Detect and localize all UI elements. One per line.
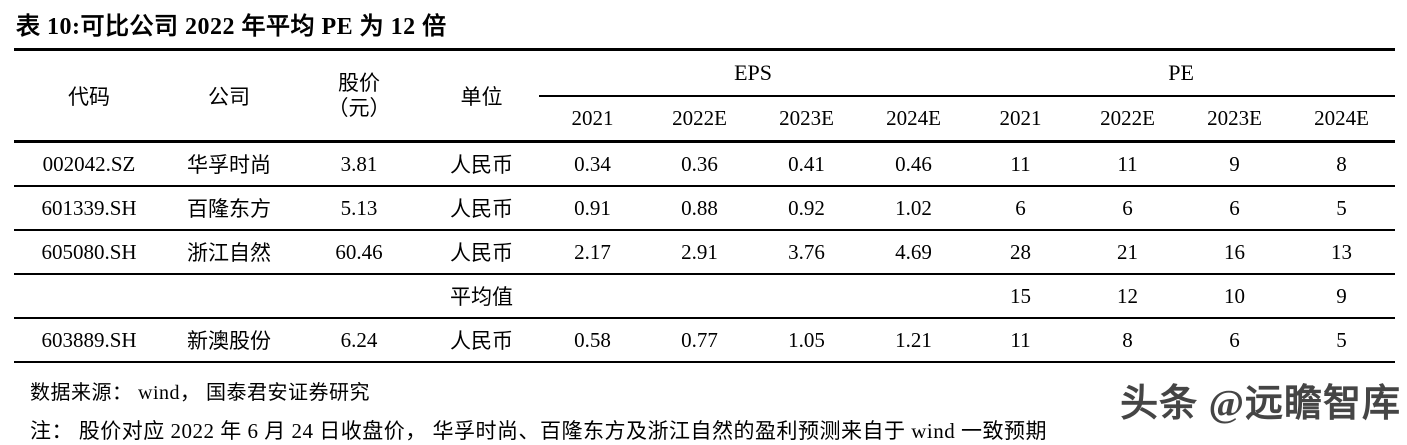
col-header-pe-2024e: 2024E xyxy=(1288,96,1396,143)
cell-avg-pe-2024e: 9 xyxy=(1288,274,1396,319)
cell-eps-2021: 0.91 xyxy=(539,186,646,231)
cell-eps-2024e: 1.02 xyxy=(860,186,968,231)
data-source-text: 数据来源： wind， 国泰君安证券研究 xyxy=(30,382,370,404)
cell-eps-empty xyxy=(646,274,753,319)
cell-company-empty xyxy=(164,274,294,319)
cell-eps-2024e: 1.21 xyxy=(860,318,968,363)
cell-code: 603889.SH xyxy=(14,318,164,363)
col-group-eps: EPS xyxy=(539,51,968,97)
col-header-eps-2023e: 2023E xyxy=(753,96,860,143)
cell-eps-empty xyxy=(860,274,968,319)
col-header-pe-2022e: 2022E xyxy=(1074,96,1182,143)
col-header-price-line2: （元） xyxy=(327,95,391,120)
cell-pe-2022e: 6 xyxy=(1074,186,1182,231)
cell-pe-2021: 6 xyxy=(967,186,1075,231)
average-label: 平均值 xyxy=(424,274,539,319)
col-header-eps-2021: 2021 xyxy=(539,96,646,143)
col-header-pe-2023e: 2023E xyxy=(1181,96,1289,143)
col-header-code: 代码 xyxy=(14,51,164,143)
cell-pe-2024e: 13 xyxy=(1288,230,1396,275)
cell-code: 601339.SH xyxy=(14,186,164,231)
table-title: 表 10:可比公司 2022 年平均 PE 为 12 倍 xyxy=(14,0,1395,51)
cell-eps-2021: 0.34 xyxy=(539,141,646,187)
cell-avg-pe-2021: 15 xyxy=(967,274,1075,319)
average-row: 平均值 15 12 10 9 xyxy=(14,274,1396,319)
cell-price: 60.46 xyxy=(294,230,424,275)
col-header-unit: 单位 xyxy=(424,51,539,143)
cell-company: 华孚时尚 xyxy=(164,141,294,187)
cell-eps-2021: 0.58 xyxy=(539,318,646,363)
cell-pe-2024e: 8 xyxy=(1288,141,1396,187)
col-header-price: 股价 （元） xyxy=(294,51,424,143)
cell-eps-2024e: 0.46 xyxy=(860,141,968,187)
cell-avg-pe-2023e: 10 xyxy=(1181,274,1289,319)
table-year-header-row: 2021 2022E 2023E 2024E 2021 2022E 2023E … xyxy=(14,96,1396,143)
cell-eps-2022e: 0.36 xyxy=(646,141,753,187)
cell-pe-2022e: 21 xyxy=(1074,230,1182,275)
cell-eps-2023e: 0.41 xyxy=(753,141,860,187)
cell-company: 百隆东方 xyxy=(164,186,294,231)
col-header-pe-2021: 2021 xyxy=(967,96,1075,143)
cell-pe-2023e: 6 xyxy=(1181,318,1289,363)
cell-code: 002042.SZ xyxy=(14,141,164,187)
col-header-company: 公司 xyxy=(164,51,294,143)
cell-pe-2021: 11 xyxy=(967,318,1075,363)
col-header-price-line1: 股价 xyxy=(338,71,380,96)
cell-eps-2022e: 0.77 xyxy=(646,318,753,363)
cell-unit: 人民币 xyxy=(424,141,539,187)
cell-price-empty xyxy=(294,274,424,319)
cell-pe-2021: 11 xyxy=(967,141,1075,187)
comparable-companies-table: 代码 公司 股价 （元） 单位 EPS PE 2021 2022E 2023E … xyxy=(14,51,1396,363)
cell-pe-2024e: 5 xyxy=(1288,318,1396,363)
cell-eps-2022e: 0.88 xyxy=(646,186,753,231)
cell-unit: 人民币 xyxy=(424,186,539,231)
cell-pe-2022e: 8 xyxy=(1074,318,1182,363)
cell-eps-2023e: 3.76 xyxy=(753,230,860,275)
col-group-pe: PE xyxy=(967,51,1396,97)
cell-unit: 人民币 xyxy=(424,230,539,275)
cell-price: 5.13 xyxy=(294,186,424,231)
cell-pe-2024e: 5 xyxy=(1288,186,1396,231)
col-header-eps-2024e: 2024E xyxy=(860,96,968,143)
col-header-eps-2022e: 2022E xyxy=(646,96,753,143)
cell-code: 605080.SH xyxy=(14,230,164,275)
table-row: 002042.SZ 华孚时尚 3.81 人民币 0.34 0.36 0.41 0… xyxy=(14,141,1396,187)
cell-pe-2023e: 6 xyxy=(1181,186,1289,231)
table-group-header-row: 代码 公司 股价 （元） 单位 EPS PE xyxy=(14,51,1396,143)
cell-pe-2023e: 9 xyxy=(1181,141,1289,187)
cell-eps-empty xyxy=(753,274,860,319)
cell-unit: 人民币 xyxy=(424,318,539,363)
cell-eps-2023e: 0.92 xyxy=(753,186,860,231)
cell-eps-2021: 2.17 xyxy=(539,230,646,275)
cell-code-empty xyxy=(14,274,164,319)
cell-price: 6.24 xyxy=(294,318,424,363)
table-row: 601339.SH 百隆东方 5.13 人民币 0.91 0.88 0.92 1… xyxy=(14,186,1396,231)
table-row: 605080.SH 浙江自然 60.46 人民币 2.17 2.91 3.76 … xyxy=(14,230,1396,275)
cell-eps-2022e: 2.91 xyxy=(646,230,753,275)
cell-company: 浙江自然 xyxy=(164,230,294,275)
cell-eps-2024e: 4.69 xyxy=(860,230,968,275)
table-row: 603889.SH 新澳股份 6.24 人民币 0.58 0.77 1.05 1… xyxy=(14,318,1396,363)
cell-pe-2023e: 16 xyxy=(1181,230,1289,275)
cell-eps-2023e: 1.05 xyxy=(753,318,860,363)
watermark-text: 头条 @远瞻智库 xyxy=(1120,383,1401,425)
cell-company: 新澳股份 xyxy=(164,318,294,363)
cell-pe-2022e: 11 xyxy=(1074,141,1182,187)
cell-avg-pe-2022e: 12 xyxy=(1074,274,1182,319)
cell-eps-empty xyxy=(539,274,646,319)
cell-pe-2021: 28 xyxy=(967,230,1075,275)
cell-price: 3.81 xyxy=(294,141,424,187)
